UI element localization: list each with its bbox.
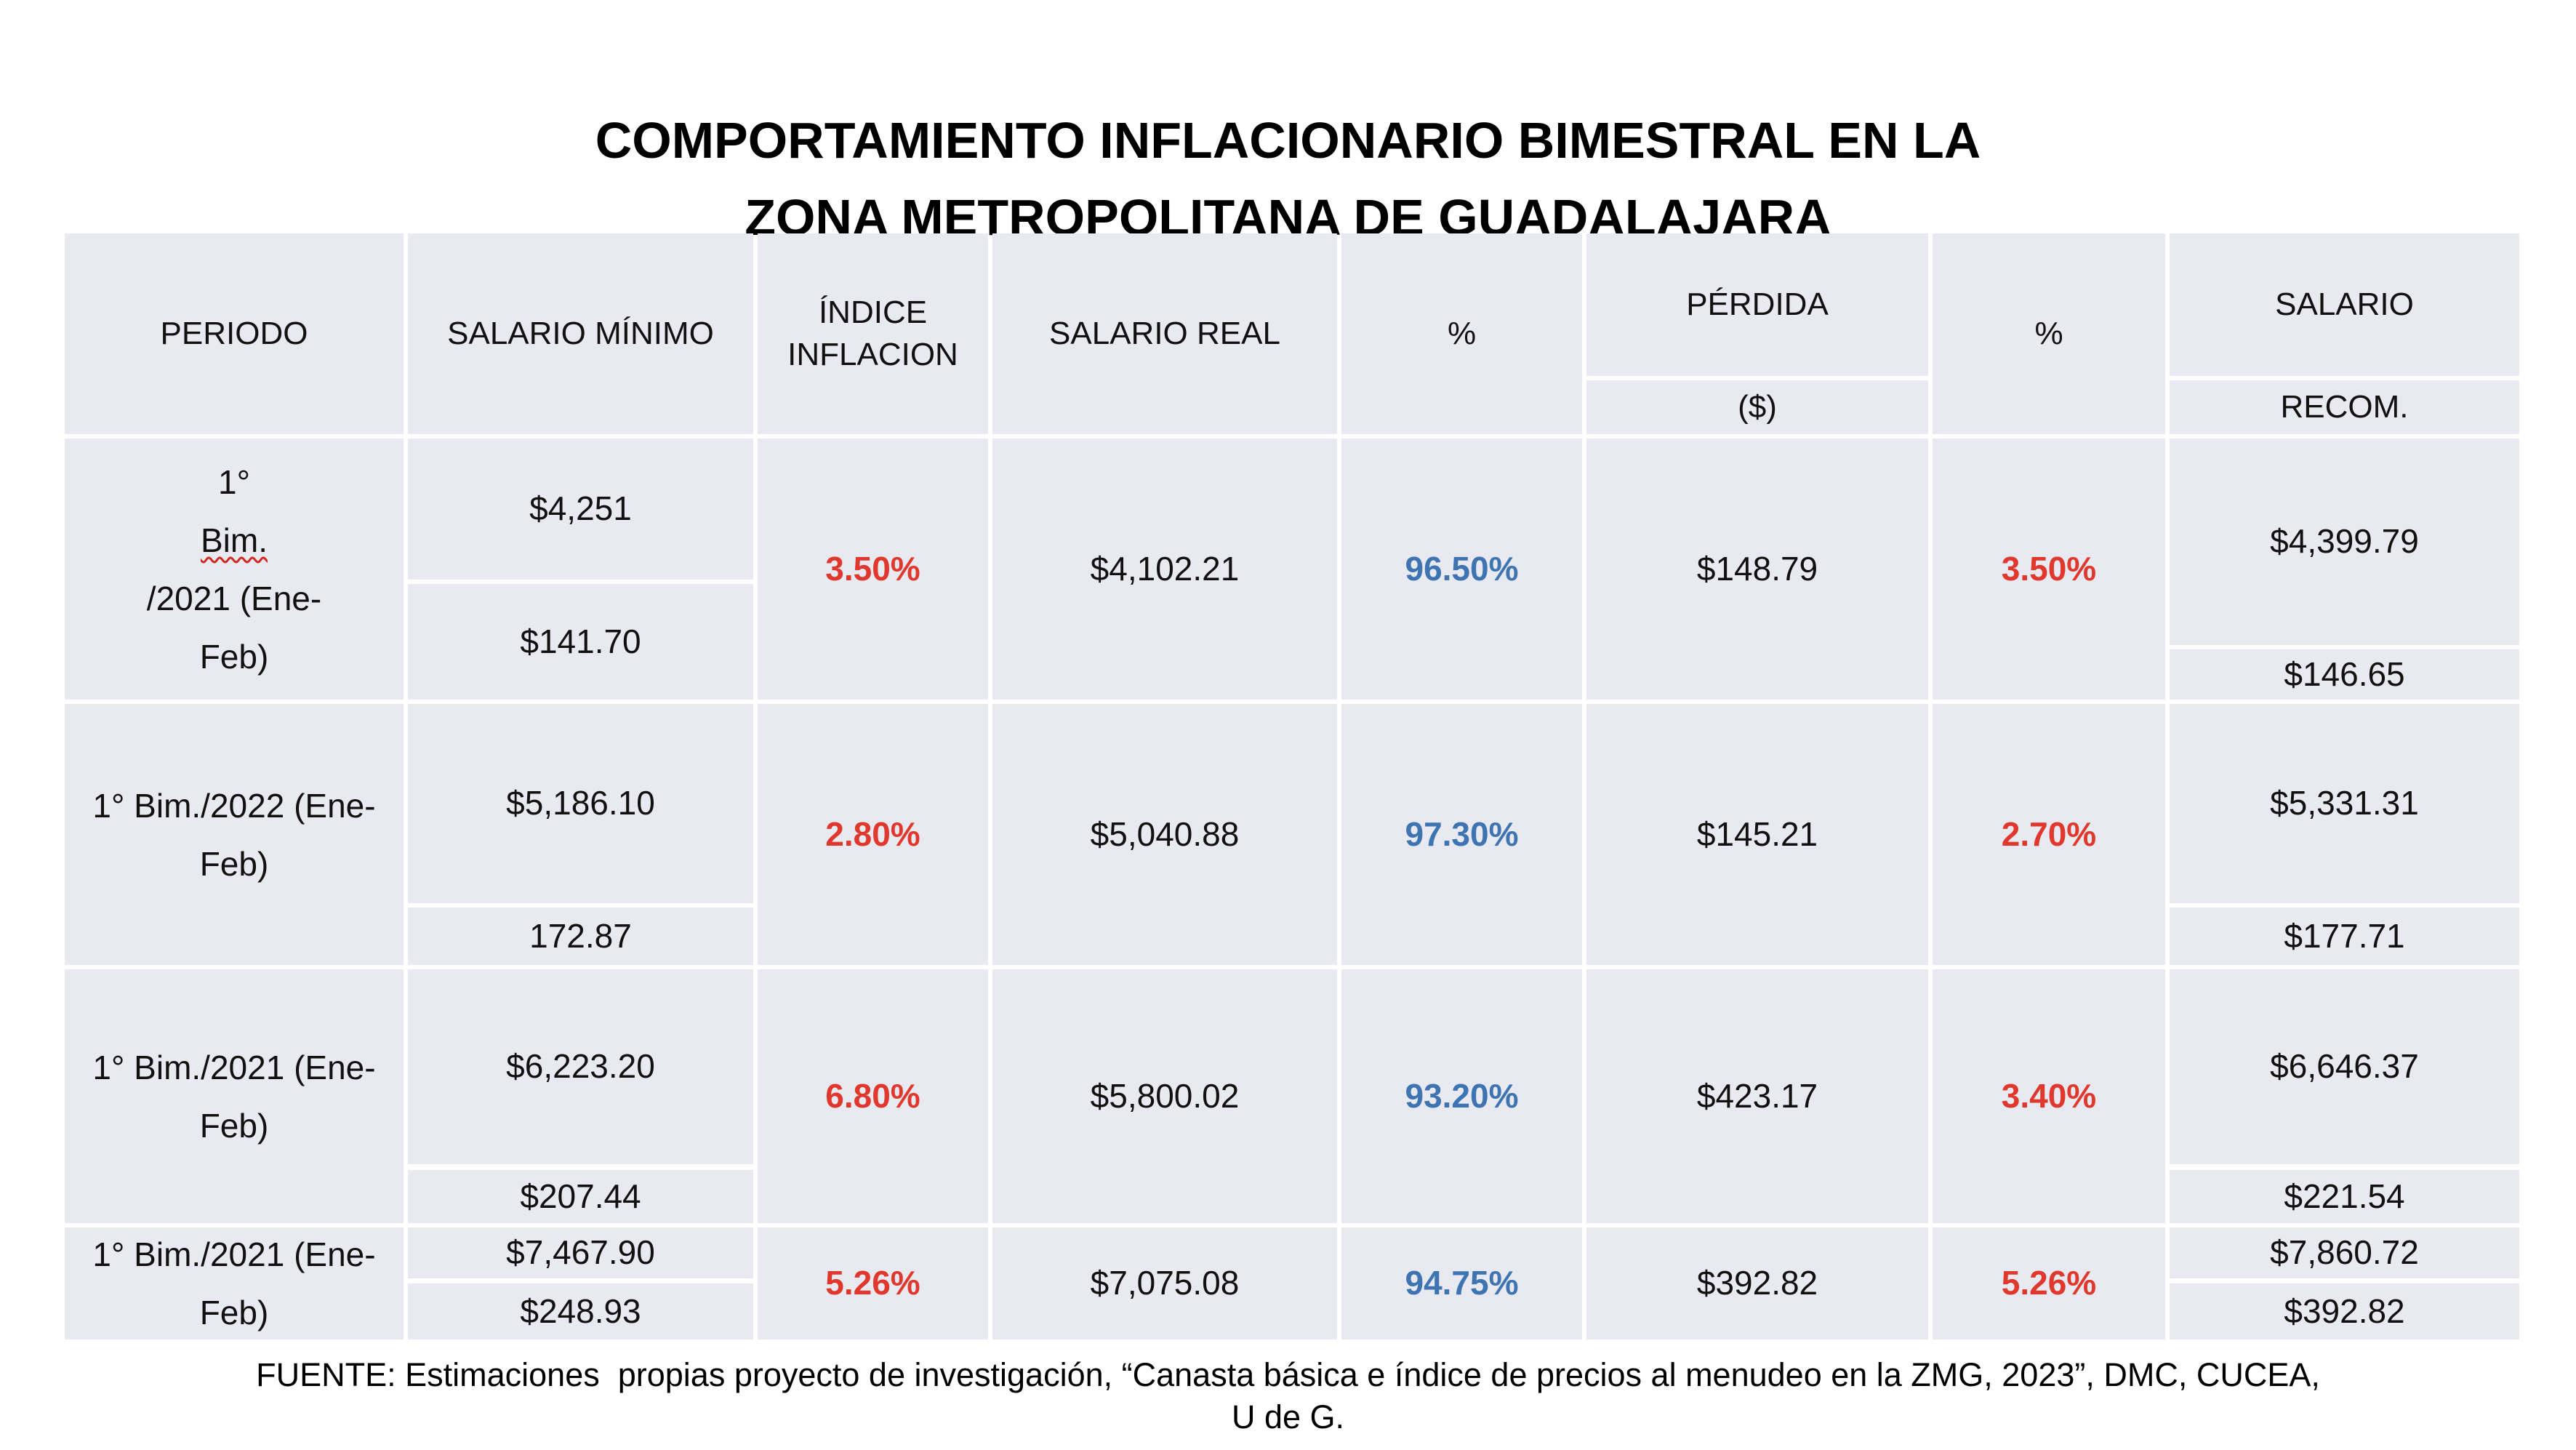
row4-salario-recom-diario: $392.82 — [2170, 1283, 2519, 1339]
row1-indice-inflacion: 3.50% — [758, 438, 988, 700]
source-note: FUENTE: Estimaciones propias proyecto de… — [0, 1354, 2576, 1438]
row3-perdida: $423.17 — [1586, 969, 1928, 1223]
row4-salario-minimo-mensual: $7,467.90 — [408, 1227, 753, 1278]
row3-periodo-line1: 1° Bim./2021 (Ene- — [92, 1048, 376, 1086]
row4-salario-recom: $7,860.72 — [2170, 1227, 2519, 1278]
page-title: COMPORTAMIENTO INFLACIONARIO BIMESTRAL E… — [0, 102, 2576, 256]
header-pct-perdida: % — [1933, 233, 2165, 434]
row2-perdida: $145.21 — [1586, 704, 1928, 965]
row3-salario-recom: $6,646.37 — [2170, 969, 2519, 1164]
source-note-line2: U de G. — [1231, 1398, 1345, 1435]
row2-periodo: 1° Bim./2022 (Ene- Feb) — [65, 704, 404, 965]
row4-perdida: $392.82 — [1586, 1227, 1928, 1339]
header-periodo: PERIODO — [65, 233, 404, 434]
row1-salario-real: $4,102.21 — [992, 438, 1337, 700]
header-salario-real: SALARIO REAL — [992, 233, 1337, 434]
row1-pct-salario-real: 96.50% — [1341, 438, 1582, 700]
row3-salario-minimo-mensual: $6,223.20 — [408, 969, 753, 1164]
row1-periodo-misspelled-word: Bim. — [200, 521, 268, 559]
page-title-line1: COMPORTAMIENTO INFLACIONARIO BIMESTRAL E… — [595, 112, 1981, 169]
source-note-line1: FUENTE: Estimaciones propias proyecto de… — [256, 1356, 2320, 1393]
row1-periodo-line1: 1° Bim. /2021 (Ene- — [147, 453, 321, 628]
header-indice-line1: ÍNDICE — [818, 295, 928, 330]
row2-pct-salario-real: 97.30% — [1341, 704, 1582, 965]
row1-periodo-prefix: 1° — [218, 462, 250, 501]
row3-salario-real: $5,800.02 — [992, 969, 1337, 1223]
row3-indice-inflacion: 6.80% — [758, 969, 988, 1223]
row3-periodo-line2: Feb) — [199, 1106, 269, 1145]
header-perdida-unit: ($) — [1586, 380, 1928, 434]
row2-periodo-line1: 1° Bim./2022 (Ene- — [92, 786, 376, 825]
row3-pct-salario-real: 93.20% — [1341, 969, 1582, 1223]
row4-pct-salario-real: 94.75% — [1341, 1227, 1582, 1339]
row1-salario-recom-diario: $146.65 — [2170, 649, 2519, 700]
header-perdida: PÉRDIDA — [1586, 233, 1928, 376]
header-indice-line2: INFLACION — [787, 337, 958, 372]
header-indice-inflacion: ÍNDICE INFLACION — [758, 233, 988, 434]
header-salario-minimo: SALARIO MÍNIMO — [408, 233, 753, 434]
row1-periodo-rest: /2021 (Ene- — [146, 579, 322, 617]
row3-salario-minimo-diario: $207.44 — [408, 1170, 753, 1223]
row1-salario-minimo-mensual: $4,251 — [408, 438, 753, 580]
row1-periodo-line2: Feb) — [199, 637, 269, 676]
row4-salario-minimo-diario: $248.93 — [408, 1283, 753, 1339]
row4-periodo: 1° Bim./2021 (Ene- Feb) — [65, 1227, 404, 1339]
row4-periodo-line1: 1° Bim./2021 (Ene- — [92, 1235, 376, 1273]
row2-salario-minimo-diario: 172.87 — [408, 908, 753, 965]
row1-salario-recom: $4,399.79 — [2170, 438, 2519, 645]
row1-perdida: $148.79 — [1586, 438, 1928, 700]
row2-salario-recom: $5,331.31 — [2170, 704, 2519, 903]
header-pct-salario: % — [1341, 233, 1582, 434]
row1-pct-perdida: 3.50% — [1933, 438, 2165, 700]
row4-salario-real: $7,075.08 — [992, 1227, 1337, 1339]
row2-indice-inflacion: 2.80% — [758, 704, 988, 965]
row3-periodo: 1° Bim./2021 (Ene- Feb) — [65, 969, 404, 1223]
row3-pct-perdida: 3.40% — [1933, 969, 2165, 1223]
row3-salario-recom-diario: $221.54 — [2170, 1170, 2519, 1223]
header-salario-recom-sub: RECOM. — [2170, 380, 2519, 434]
row2-pct-perdida: 2.70% — [1933, 704, 2165, 965]
row4-periodo-line2: Feb) — [199, 1294, 269, 1331]
row2-salario-recom-diario: $177.71 — [2170, 908, 2519, 965]
row1-salario-minimo-diario: $141.70 — [408, 584, 753, 700]
row4-pct-perdida: 5.26% — [1933, 1227, 2165, 1339]
row2-periodo-line2: Feb) — [199, 844, 269, 883]
row1-periodo: 1° Bim. /2021 (Ene- Feb) — [65, 438, 404, 700]
row2-salario-real: $5,040.88 — [992, 704, 1337, 965]
row2-salario-minimo-mensual: $5,186.10 — [408, 704, 753, 903]
row4-indice-inflacion: 5.26% — [758, 1227, 988, 1339]
header-salario-recom: SALARIO — [2170, 233, 2519, 376]
